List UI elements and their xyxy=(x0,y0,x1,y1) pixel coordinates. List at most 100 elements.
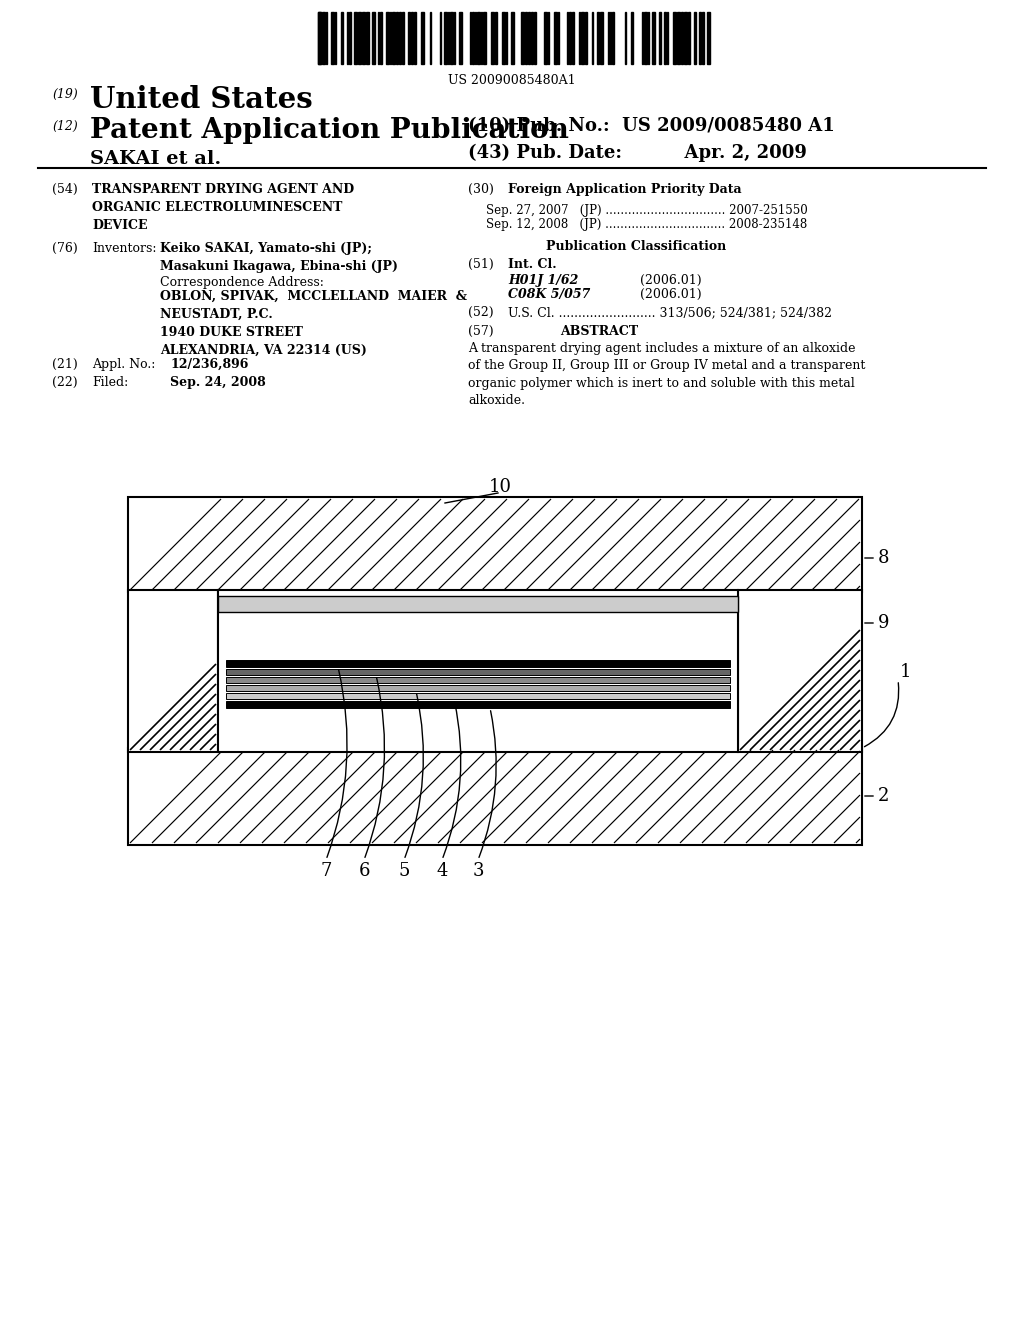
Text: Appl. No.:: Appl. No.: xyxy=(92,358,156,371)
Bar xyxy=(664,12,666,63)
Text: (43) Pub. Date:          Apr. 2, 2009: (43) Pub. Date: Apr. 2, 2009 xyxy=(468,144,807,162)
Text: Foreign Application Priority Data: Foreign Application Priority Data xyxy=(508,183,741,195)
Text: (76): (76) xyxy=(52,242,78,255)
Bar xyxy=(477,12,480,63)
Text: A transparent drying agent includes a mixture of an alkoxide
of the Group II, Gr: A transparent drying agent includes a mi… xyxy=(468,342,865,408)
Bar xyxy=(226,685,730,690)
Bar xyxy=(673,12,676,63)
FancyArrowPatch shape xyxy=(404,694,423,858)
Text: (10) Pub. No.:  US 2009/0085480 A1: (10) Pub. No.: US 2009/0085480 A1 xyxy=(468,117,835,135)
Text: (52): (52) xyxy=(468,306,494,319)
Bar xyxy=(218,597,738,612)
FancyArrowPatch shape xyxy=(443,702,461,858)
Bar xyxy=(528,12,530,63)
Bar xyxy=(659,12,662,63)
Text: (30): (30) xyxy=(468,183,494,195)
Bar xyxy=(495,12,497,63)
Text: 3: 3 xyxy=(472,862,483,880)
Text: (57): (57) xyxy=(468,325,494,338)
Bar xyxy=(521,12,524,63)
Bar xyxy=(414,12,416,63)
Bar xyxy=(459,12,462,63)
Bar xyxy=(631,12,633,63)
Bar xyxy=(612,12,614,63)
Text: (51): (51) xyxy=(468,257,494,271)
Bar xyxy=(483,12,486,63)
Bar xyxy=(525,12,527,63)
Bar xyxy=(684,12,687,63)
Bar xyxy=(472,12,474,63)
Text: Publication Classification: Publication Classification xyxy=(546,240,726,253)
Text: 9: 9 xyxy=(878,614,890,632)
Text: 4: 4 xyxy=(436,862,447,880)
Bar xyxy=(699,12,701,63)
Text: Sep. 27, 2007   (JP) ................................ 2007-251550: Sep. 27, 2007 (JP) .....................… xyxy=(486,205,808,216)
Bar xyxy=(322,12,325,63)
Text: (22): (22) xyxy=(52,376,78,389)
Bar xyxy=(677,12,680,63)
FancyArrowPatch shape xyxy=(327,669,347,858)
Text: 7: 7 xyxy=(321,862,332,880)
FancyArrowPatch shape xyxy=(365,677,385,858)
Text: ABSTRACT: ABSTRACT xyxy=(560,325,638,338)
Bar xyxy=(702,12,705,63)
Bar xyxy=(652,12,655,63)
Bar xyxy=(681,12,683,63)
Text: (2006.01): (2006.01) xyxy=(640,288,701,301)
Bar xyxy=(354,12,357,63)
Text: 10: 10 xyxy=(488,478,512,496)
Bar xyxy=(226,660,730,667)
Text: U.S. Cl. ......................... 313/506; 524/381; 524/382: U.S. Cl. ......................... 313/5… xyxy=(508,306,831,319)
Text: (2006.01): (2006.01) xyxy=(640,275,701,286)
FancyArrowPatch shape xyxy=(864,682,899,747)
Bar xyxy=(358,12,361,63)
Bar xyxy=(511,12,514,63)
Text: (12): (12) xyxy=(52,120,78,133)
Bar xyxy=(226,669,730,675)
Text: United States: United States xyxy=(90,84,312,114)
Text: Patent Application Publication: Patent Application Publication xyxy=(90,117,569,144)
Text: Inventors:: Inventors: xyxy=(92,242,157,255)
Bar xyxy=(572,12,574,63)
Bar xyxy=(408,12,410,63)
Bar xyxy=(534,12,536,63)
Bar xyxy=(128,590,218,752)
Text: Correspondence Address:: Correspondence Address: xyxy=(160,276,324,289)
Bar xyxy=(502,12,505,63)
Text: 2: 2 xyxy=(878,787,890,805)
Text: 8: 8 xyxy=(878,549,890,568)
Bar xyxy=(226,693,730,700)
Bar xyxy=(554,12,557,63)
Text: Sep. 12, 2008   (JP) ................................ 2008-235148: Sep. 12, 2008 (JP) .....................… xyxy=(486,218,807,231)
Text: Filed:: Filed: xyxy=(92,376,128,389)
Bar xyxy=(362,12,365,63)
Bar xyxy=(585,12,587,63)
Bar xyxy=(349,12,351,63)
Bar xyxy=(421,12,424,63)
Bar xyxy=(128,748,862,845)
Bar xyxy=(366,12,369,63)
Bar xyxy=(444,12,447,63)
Bar xyxy=(688,12,690,63)
FancyArrowPatch shape xyxy=(479,710,497,858)
Text: 6: 6 xyxy=(358,862,370,880)
Bar xyxy=(411,12,413,63)
Text: Int. Cl.: Int. Cl. xyxy=(508,257,557,271)
Bar xyxy=(386,12,389,63)
Text: 5: 5 xyxy=(398,862,410,880)
Text: (19): (19) xyxy=(52,88,78,102)
Bar xyxy=(380,12,382,63)
Text: US 20090085480A1: US 20090085480A1 xyxy=(449,74,575,87)
Text: H01J 1/62: H01J 1/62 xyxy=(508,275,579,286)
Bar xyxy=(372,12,375,63)
Bar xyxy=(569,12,571,63)
Text: (54): (54) xyxy=(52,183,78,195)
Bar xyxy=(707,12,710,63)
Text: (21): (21) xyxy=(52,358,78,371)
Text: Keiko SAKAI, Yamato-shi (JP);
Masakuni Ikagawa, Ebina-shi (JP): Keiko SAKAI, Yamato-shi (JP); Masakuni I… xyxy=(160,242,398,273)
Bar xyxy=(331,12,334,63)
Bar xyxy=(392,12,395,63)
Text: Sep. 24, 2008: Sep. 24, 2008 xyxy=(170,376,266,389)
Bar xyxy=(318,12,321,63)
Bar xyxy=(531,12,534,63)
